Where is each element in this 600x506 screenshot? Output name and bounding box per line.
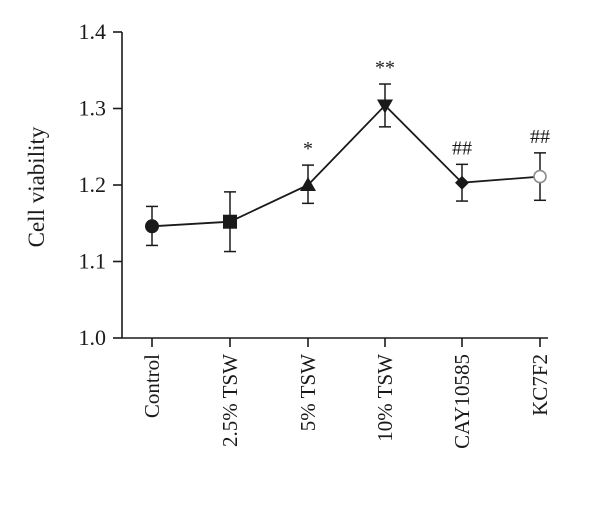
x-categories: Control 2.5% TSW 5% TSW 10% TSW CAY10585 KC7F… — [140, 338, 552, 449]
annotation-2: * — [303, 138, 313, 160]
y-tick-label-3: 1.3 — [79, 96, 107, 121]
annotation-5: ## — [530, 126, 550, 148]
x-category-label-1: 2.5% TSW — [218, 354, 242, 447]
series-line — [151, 104, 541, 228]
series-line-group — [151, 104, 541, 228]
y-tick-label-2: 1.2 — [79, 172, 107, 197]
marker-0 — [145, 219, 159, 234]
marker-5 — [533, 169, 547, 184]
y-tick-label-1: 1.1 — [79, 249, 107, 274]
significance-annotations: ***#### — [303, 57, 550, 160]
marker-1 — [223, 214, 237, 229]
marker-4 — [455, 175, 469, 190]
y-ticks: 1.0 1.1 1.2 1.3 1.4 — [79, 19, 122, 350]
x-category-label-5: KC7F2 — [528, 354, 552, 416]
annotation-3: ** — [375, 57, 395, 79]
y-tick-label-0: 1.0 — [79, 325, 107, 350]
x-category-label-4: CAY10585 — [450, 354, 474, 449]
y-tick-label-4: 1.4 — [79, 19, 107, 44]
x-category-label-0: Control — [140, 354, 164, 418]
data-markers — [145, 99, 547, 234]
annotation-4: ## — [452, 137, 472, 159]
y-axis-title: Cell viability — [24, 126, 49, 247]
marker-2 — [300, 177, 316, 191]
x-category-label-3: 10% TSW — [373, 354, 397, 442]
marker-3 — [377, 99, 393, 114]
axes — [121, 32, 548, 339]
error-bars — [146, 83, 546, 253]
x-category-label-2: 5% TSW — [296, 354, 320, 431]
